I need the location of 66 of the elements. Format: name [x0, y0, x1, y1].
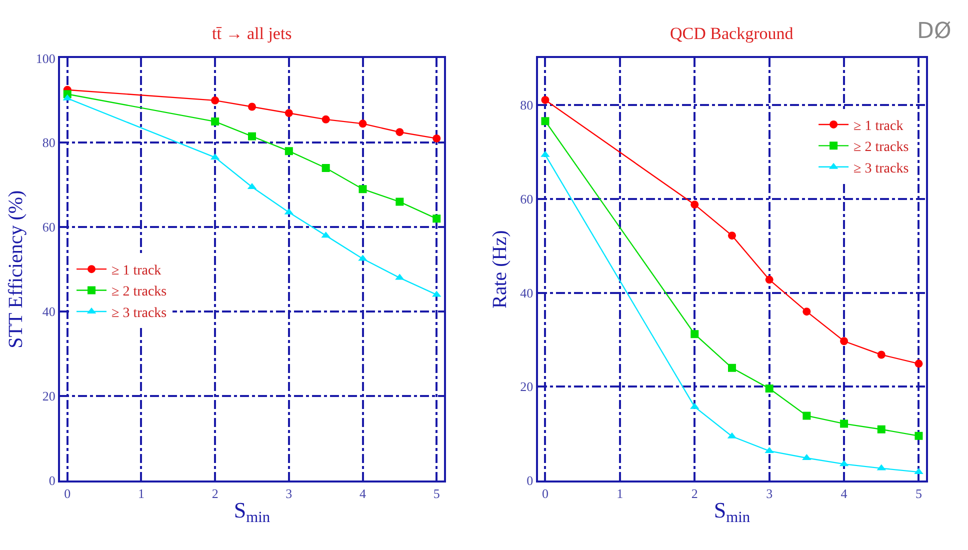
legend-label: ≥ 3 tracks — [854, 161, 909, 176]
x-tick-label: 2 — [212, 486, 218, 502]
y-tick-label: 0 — [526, 473, 534, 488]
x-tick-label: 5 — [433, 486, 440, 502]
point — [541, 117, 550, 126]
point — [765, 276, 774, 284]
chart-title: QCD Background — [670, 24, 794, 43]
point — [877, 425, 886, 434]
point — [840, 337, 848, 346]
x-tick-label: 1 — [138, 486, 144, 502]
y-tick-label: 20 — [42, 388, 56, 404]
x-tick-label: 4 — [840, 486, 848, 502]
legend-label: ≥ 2 tracks — [854, 140, 909, 156]
point — [248, 102, 256, 111]
point — [248, 132, 256, 140]
legend-label: ≥ 2 tracks — [112, 284, 167, 300]
y-tick-label: 40 — [520, 285, 534, 300]
legend-label: ≥ 1 track — [112, 264, 162, 279]
y-tick-label: 0 — [48, 473, 56, 488]
point — [358, 120, 367, 128]
point — [284, 109, 293, 118]
y-tick-label: 60 — [42, 220, 56, 235]
point — [396, 198, 404, 206]
point — [765, 384, 774, 393]
point — [802, 308, 811, 316]
point — [396, 128, 404, 136]
y-tick-label: 80 — [520, 98, 534, 113]
y-axis-title: Rate (Hz) — [489, 230, 512, 308]
text: DØ — [917, 19, 952, 44]
x-tick-label: 1 — [616, 486, 624, 502]
y-tick-label: 40 — [42, 304, 56, 320]
point — [284, 147, 293, 156]
point — [690, 330, 699, 338]
x-tick-label: 0 — [542, 486, 548, 502]
legend-label: ≥ 3 tracks — [112, 306, 167, 321]
chart-title: tt̄ → all jets — [212, 24, 292, 43]
x-axis-title: S$_{min}$ — [714, 498, 750, 526]
legend-label: ≥ 1 track — [854, 118, 904, 134]
point — [728, 232, 736, 240]
point — [322, 115, 330, 124]
point — [914, 360, 923, 368]
point — [432, 134, 441, 142]
point — [690, 200, 699, 209]
point — [358, 185, 367, 194]
point — [914, 432, 923, 440]
point — [728, 364, 736, 372]
x-tick-label: 0 — [64, 486, 71, 502]
x-tick-label: 4 — [360, 486, 367, 502]
point — [802, 412, 811, 420]
x-tick-label: 5 — [915, 486, 922, 502]
y-tick-label: 60 — [520, 192, 534, 207]
x-tick-label: 3 — [286, 486, 292, 502]
point — [840, 420, 848, 428]
y-tick-label: 100 — [36, 50, 56, 66]
x-tick-label: 3 — [766, 486, 773, 502]
y-tick-label: 80 — [42, 135, 56, 150]
point — [322, 164, 330, 172]
point — [432, 214, 441, 223]
point — [541, 96, 550, 104]
x-tick-label: 2 — [691, 486, 698, 502]
y-axis-title: STT Efficiency (%) — [4, 190, 27, 348]
point — [877, 350, 886, 359]
point — [211, 118, 220, 126]
point — [211, 96, 220, 104]
y-tick-label: 20 — [520, 379, 534, 394]
x-axis-title: S$_{min}$ — [234, 498, 270, 526]
